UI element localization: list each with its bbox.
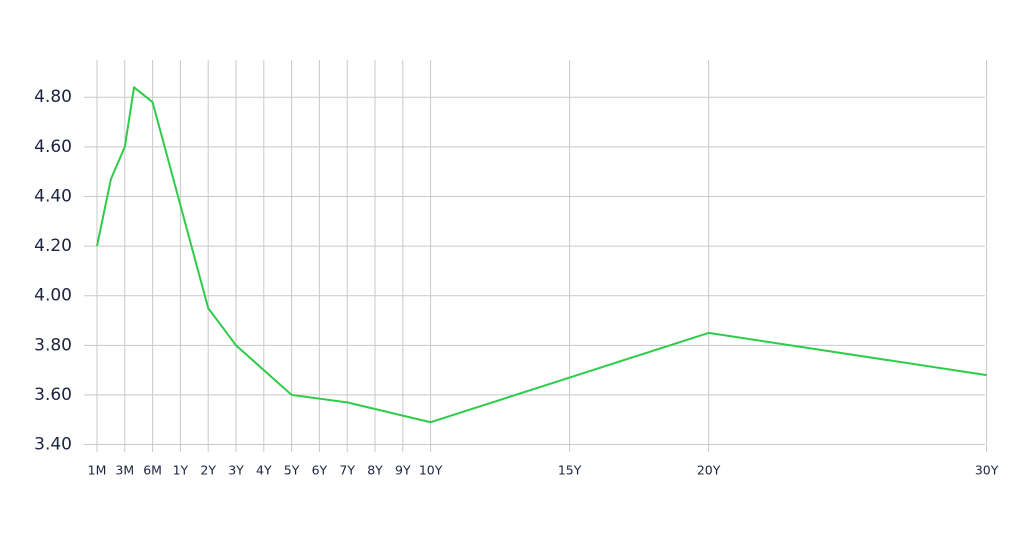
y-tick-label: 4.00 (34, 286, 72, 306)
x-tick-label: 9Y (395, 463, 411, 478)
x-tick-label: 15Y (558, 463, 582, 478)
x-tick-label: 10Y (419, 463, 443, 478)
x-tick-label: 2Y (200, 463, 216, 478)
x-tick-label: 1M (88, 463, 107, 478)
x-tick-label: 3Y (228, 463, 244, 478)
y-tick-label: 4.80 (34, 87, 72, 107)
x-tick-label: 30Y (975, 463, 999, 478)
y-tick-label: 3.60 (34, 385, 72, 405)
x-tick-label: 4Y (256, 463, 272, 478)
x-tick-label: 7Y (339, 463, 355, 478)
x-tick-label: 6Y (312, 463, 328, 478)
y-tick-label: 4.60 (34, 137, 72, 157)
y-tick-label: 4.20 (34, 236, 72, 256)
x-tick-label: 3M (115, 463, 134, 478)
y-tick-label: 3.40 (34, 435, 72, 455)
series-line (96, 86, 987, 424)
y-tick-label: 3.80 (34, 335, 72, 355)
x-tick-label: 8Y (367, 463, 383, 478)
x-tick-label: 6M (143, 463, 162, 478)
x-tick-label: 5Y (284, 463, 300, 478)
y-tick-label: 4.40 (34, 186, 72, 206)
x-tick-label: 1Y (173, 463, 189, 478)
x-tick-label: 20Y (697, 463, 721, 478)
